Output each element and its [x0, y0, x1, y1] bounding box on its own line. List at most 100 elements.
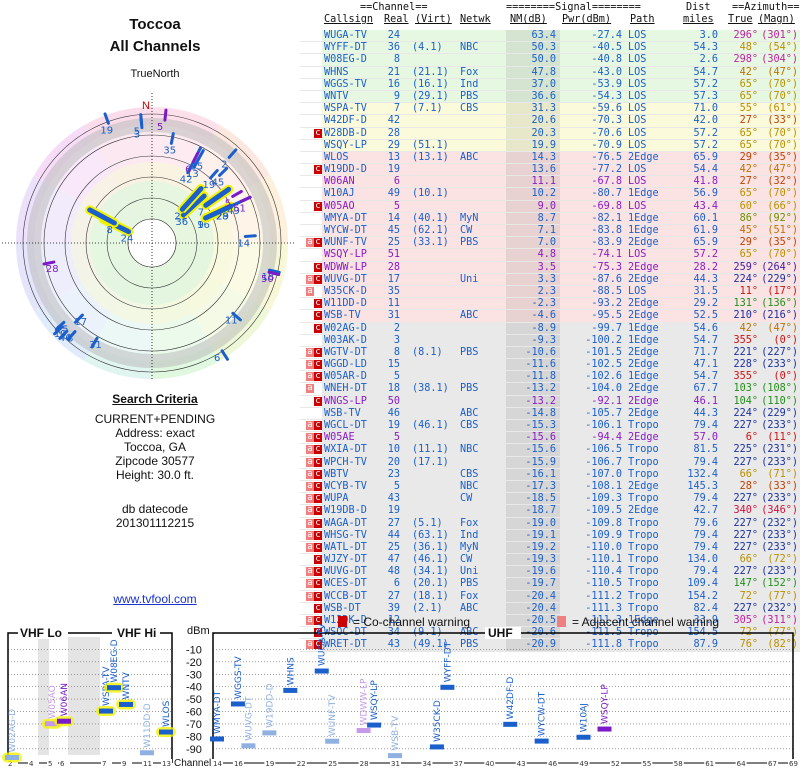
- table-row[interactable]: a c WHSG-TV 44 (63.1) Ind -19.1 -109.9 Tropo 79.4…: [300, 529, 800, 542]
- cell-callsign[interactable]: W08EG-D: [324, 54, 367, 66]
- cell-callsign[interactable]: WUGA-TV: [324, 30, 367, 41]
- table-row[interactable]: WNTV 9 (29.1) PBS 36.6 -54.3 LOS 57.3 65° (70°): [300, 90, 800, 104]
- cell-callsign[interactable]: W19DD-D: [324, 164, 367, 176]
- table-row[interactable]: a c WUNF-TV 25 (33.1) PBS 7.0 -83.9 2Edge 65.9 29°…: [300, 237, 800, 250]
- table-row[interactable]: WSB-TV 46 ABC -14.8 -105.7 2Edge 44.3 224° (229°…: [300, 407, 800, 420]
- cell-callsign[interactable]: WNEH-DT: [324, 383, 367, 395]
- table-row[interactable]: c WJZY-DT 47 (46.1) CW -19.3 -110.1 Tropo 134.0 6…: [300, 554, 800, 567]
- table-row[interactable]: a c WRET-DT 43 (49.1) PBS -20.9 -111.8 Tropo 87.9…: [300, 639, 800, 652]
- cell-callsign[interactable]: WGGD-LD: [324, 359, 367, 371]
- cell-callsign[interactable]: WGTV-DT: [324, 346, 367, 358]
- cell-callsign[interactable]: WUVG-DT: [324, 273, 367, 285]
- table-row[interactable]: WUGA-TV 24 63.4 -27.4 LOS 3.0 296° (301°): [300, 30, 800, 43]
- cell-callsign[interactable]: WYFF-DT: [324, 42, 367, 54]
- table-row[interactable]: WSPA-TV 7 (7.1) CBS 31.3 -59.6 LOS 71.0 55° (61°): [300, 103, 800, 116]
- cell-callsign[interactable]: W03AK-D: [324, 334, 367, 346]
- table-row[interactable]: WMYA-DT 14 (40.1) MyN 8.7 -82.1 1Edge 60.1 86° (9…: [300, 212, 800, 225]
- table-row[interactable]: c W05AO 5 9.0 -69.8 LOS 43.4 60° (66°): [300, 200, 800, 213]
- table-row[interactable]: a WNEH-DT 18 (38.1) PBS -13.2 -104.0 2Edge 67.7 1…: [300, 383, 800, 396]
- cell-callsign[interactable]: WPCH-TV: [324, 456, 367, 468]
- table-row[interactable]: a c WBTV 23 CBS -16.1 -107.0 Tropo 132.4 66° (71°): [300, 468, 800, 481]
- table-row[interactable]: a c W05AR-D 5 -11.8 -102.6 1Edge 54.7 355° (0°): [300, 371, 800, 384]
- table-row[interactable]: a c WGCL-DT 19 (46.1) CBS -15.3 -106.1 Tropo 79.4…: [300, 420, 800, 433]
- table-row[interactable]: c W19DD-D 19 13.6 -77.2 LOS 54.4 42° (47°): [300, 164, 800, 177]
- cell-callsign[interactable]: WDWW-LP: [324, 261, 367, 273]
- table-row[interactable]: a c WUVG-DT 48 (34.1) Uni -19.6 -110.4 Tropo 79.4…: [300, 566, 800, 579]
- cell-callsign[interactable]: WUVG-DT: [324, 566, 367, 578]
- table-row[interactable]: c WSB-DT 39 (2.1) ABC -20.4 -111.3 Tropo 82.4 227…: [300, 602, 800, 615]
- table-row[interactable]: WYFF-DT 36 (4.1) NBC 50.3 -40.5 LOS 54.3 48° (54°…: [300, 42, 800, 55]
- cell-callsign[interactable]: WBTV: [324, 468, 349, 480]
- cell-callsign[interactable]: W42DF-D: [324, 115, 367, 127]
- table-row[interactable]: WHNS 21 (21.1) Fox 47.8 -43.0 LOS 54.7 42° (47°): [300, 66, 800, 79]
- cell-netwk: CW: [460, 225, 473, 236]
- table-row[interactable]: c WNGS-LP 50 -13.2 -92.1 2Edge 46.1 104° (110°): [300, 395, 800, 408]
- table-row[interactable]: c W28DB-D 28 20.3 -70.6 LOS 57.2 65° (70°): [300, 127, 800, 140]
- cell-callsign[interactable]: WJZY-DT: [324, 554, 367, 566]
- cell-callsign[interactable]: WSQY-LP: [324, 249, 367, 261]
- cell-callsign[interactable]: WHNS: [324, 66, 349, 78]
- cell-callsign[interactable]: WSB-TV: [324, 310, 361, 322]
- table-row[interactable]: W08EG-D 8 50.0 -40.8 LOS 2.6 298° (304°): [300, 54, 800, 67]
- cell-callsign[interactable]: WMYA-DT: [324, 212, 367, 224]
- cell-callsign[interactable]: WGGS-TV: [324, 78, 367, 90]
- cell-callsign[interactable]: WAGA-DT: [324, 517, 367, 529]
- table-row[interactable]: WLOS 13 (13.1) ABC 14.3 -76.5 2Edge 65.9 29° (35°…: [300, 151, 800, 165]
- cell-callsign[interactable]: W19DB-D: [324, 505, 367, 517]
- table-row[interactable]: a c W19DB-D 19 -18.7 -109.5 2Edge 42.7 340° (346°…: [300, 505, 800, 518]
- table-row[interactable]: c WSB-TV 31 ABC -4.6 -95.5 2Edge 52.5 210° (216°): [300, 310, 800, 323]
- tvfool-link[interactable]: www.tvfool.com: [113, 592, 197, 606]
- table-row[interactable]: a c WCES-DT 6 (20.1) PBS -19.7 -110.5 Tropo 109.4…: [300, 578, 800, 591]
- cell-callsign[interactable]: WSPA-TV: [324, 103, 367, 115]
- table-row[interactable]: WGGS-TV 16 (16.1) Ind 37.0 -53.9 LOS 57.2 65° (70…: [300, 78, 800, 91]
- cell-callsign[interactable]: WCES-DT: [324, 578, 367, 590]
- cell-callsign[interactable]: WLOS: [324, 151, 349, 163]
- cell-callsign[interactable]: WRET-DT: [324, 639, 367, 651]
- table-row[interactable]: a c WAGA-DT 27 (5.1) Fox -19.0 -109.8 Tropo 79.6 2…: [300, 517, 800, 530]
- cell-callsign[interactable]: WHSG-TV: [324, 529, 367, 541]
- cell-callsign[interactable]: WUPA: [324, 493, 349, 505]
- cell-callsign[interactable]: WXIA-DT: [324, 444, 367, 456]
- cell-callsign[interactable]: WSQY-LP: [324, 139, 367, 151]
- table-row[interactable]: c W02AG-D 2 -8.9 -99.7 1Edge 54.6 42° (47°): [300, 322, 800, 335]
- cell-callsign[interactable]: W05AE: [324, 432, 355, 444]
- cell-callsign[interactable]: WUNF-TV: [324, 237, 367, 249]
- cell-callsign[interactable]: WCYB-TV: [324, 480, 367, 492]
- cell-callsign[interactable]: W10AJ: [324, 188, 355, 200]
- table-row[interactable]: W03AK-D 3 -9.3 -100.2 1Edge 54.7 355° (0°): [300, 334, 800, 347]
- cell-callsign[interactable]: WCCB-DT: [324, 590, 367, 602]
- cell-callsign[interactable]: W05AO: [324, 200, 355, 212]
- table-row[interactable]: a c WCYB-TV 5 NBC -17.3 -108.1 2Edge 145.3 28° (33…: [300, 480, 800, 494]
- cell-callsign[interactable]: W02AG-D: [324, 322, 367, 334]
- table-row[interactable]: WSQY-LP 29 (51.1) 19.9 -70.9 LOS 57.2 65° (70°): [300, 139, 800, 152]
- table-row[interactable]: c W11DD-D 11 -2.3 -93.2 2Edge 29.2 131° (136°): [300, 298, 800, 311]
- table-row[interactable]: a c WGTV-DT 8 (8.1) PBS -10.6 -101.5 2Edge 71.7 22…: [300, 346, 800, 360]
- table-row[interactable]: a c WUPA 43 CW -18.5 -109.3 Tropo 79.4 227° (233°): [300, 493, 800, 506]
- table-row[interactable]: a c WCCB-DT 27 (18.1) Fox -20.4 -111.2 Tropo 154.…: [300, 590, 800, 603]
- cell-callsign[interactable]: W35CK-D: [324, 285, 367, 297]
- table-row[interactable]: WSQY-LP 51 4.8 -74.1 LOS 57.2 65° (70°): [300, 249, 800, 262]
- cell-callsign[interactable]: WATL-DT: [324, 541, 367, 553]
- cell-callsign[interactable]: WSB-DT: [324, 602, 361, 614]
- cell-callsign[interactable]: WNGS-LP: [324, 395, 367, 407]
- table-row[interactable]: a c WPCH-TV 20 (17.1) -15.9 -106.7 Tropo 79.4 227…: [300, 456, 800, 469]
- table-row[interactable]: W42DF-D 42 20.6 -70.3 LOS 42.0 27° (33°): [300, 115, 800, 128]
- cell-callsign[interactable]: WGCL-DT: [324, 420, 367, 431]
- cell-callsign[interactable]: W28DB-D: [324, 127, 367, 139]
- table-row[interactable]: c WDWW-LP 28 3.5 -75.3 2Edge 28.2 259° (264°): [300, 261, 800, 274]
- cell-callsign[interactable]: W06AN: [324, 176, 355, 188]
- table-row[interactable]: W06AN 6 11.1 -67.8 LOS 41.8 27° (32°): [300, 176, 800, 189]
- table-row[interactable]: W10AJ 49 (10.1) 10.2 -80.7 1Edge 56.9 65° (70°): [300, 188, 800, 201]
- table-row[interactable]: a W35CK-D 35 2.3 -88.5 LOS 31.5 11° (17°): [300, 285, 800, 299]
- table-row[interactable]: a c WXIA-DT 10 (11.1) NBC -15.6 -106.5 Tropo 81.5…: [300, 444, 800, 457]
- cell-callsign[interactable]: WSB-TV: [324, 407, 361, 419]
- table-row[interactable]: a c W05AE 5 -15.6 -94.4 2Edge 57.0 6° (11°): [300, 432, 800, 445]
- cell-callsign[interactable]: W05AR-D: [324, 371, 367, 383]
- cell-callsign[interactable]: WYCW-DT: [324, 225, 367, 236]
- cell-callsign[interactable]: WNTV: [324, 90, 349, 102]
- table-row[interactable]: a c WUVG-DT 17 Uni 3.3 -87.6 2Edge 44.3 224° (229°…: [300, 273, 800, 286]
- table-row[interactable]: a c WGGD-LD 15 -11.6 -102.5 2Edge 47.1 228° (233°…: [300, 359, 800, 372]
- cell-callsign[interactable]: W11DD-D: [324, 298, 367, 310]
- table-row[interactable]: a c WATL-DT 25 (36.1) MyN -19.2 -110.0 Tropo 79.4…: [300, 541, 800, 555]
- table-row[interactable]: WYCW-DT 45 (62.1) CW 7.1 -83.8 1Edge 61.9 45° (51…: [300, 225, 800, 238]
